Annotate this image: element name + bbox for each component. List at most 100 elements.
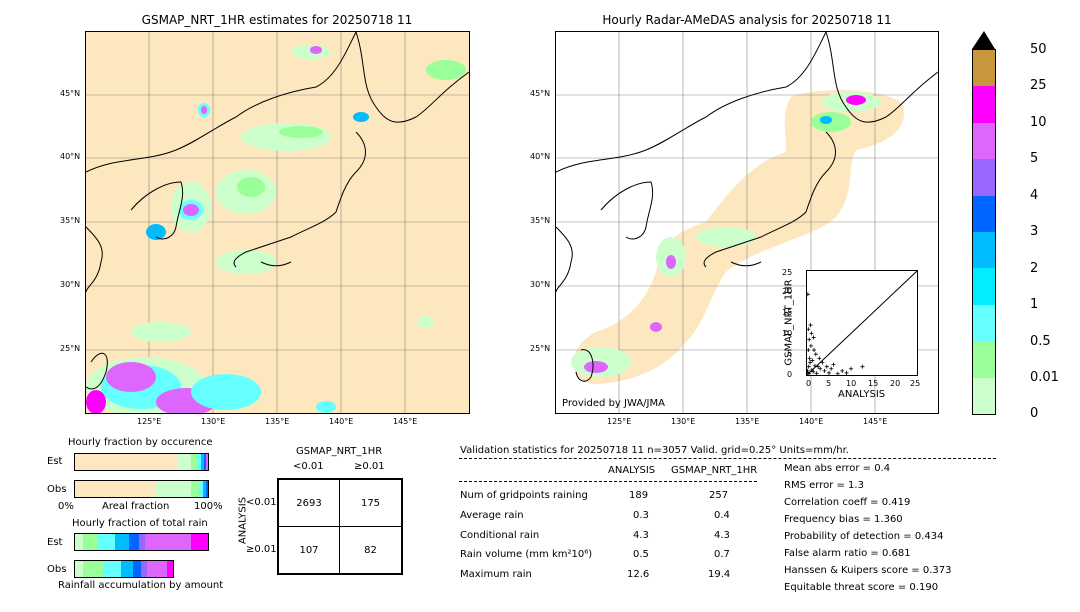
occ-axis-mid: Areal fraction (102, 501, 170, 512)
scatter-point (809, 331, 814, 336)
total-title: Hourly fraction of total rain (72, 518, 208, 529)
map2-lon-125: 125°E (607, 417, 632, 426)
header-divider (459, 458, 996, 459)
total-est-bar (74, 533, 209, 551)
scatter-point (807, 292, 810, 297)
scatter-point (822, 368, 827, 373)
data-credit: Provided by JWA/JMA (562, 398, 665, 409)
scatter-ytick-0: 0 (787, 370, 793, 379)
occ-est-bar (74, 453, 209, 471)
cont-side-label: ANALYSIS (237, 496, 249, 545)
scatter-ytick-25: 25 (782, 268, 793, 277)
score-2: Correlation coeff = 0.419 (784, 497, 911, 508)
scatter-point (849, 366, 853, 371)
colorbar-segment (973, 50, 995, 87)
stat-gsmap-1: 0.4 (714, 510, 730, 521)
scatter-point (829, 366, 834, 371)
colorbar-segment (973, 122, 995, 160)
cont-cell-ny: 175 (339, 479, 402, 527)
scatter-point (811, 335, 816, 340)
map2-lon-135: 135°E (735, 417, 760, 426)
occ-obs-bar (74, 480, 209, 498)
map1-lon-125: 125°E (137, 417, 162, 426)
cb-label-4: 4 (1030, 188, 1039, 203)
map1-lat-35: 35°N (60, 216, 81, 225)
gsmap-map (85, 31, 470, 414)
scatter-point (844, 370, 849, 375)
scatter-ytick-20: 20 (782, 287, 793, 296)
scatter-ytick-10: 10 (782, 329, 793, 338)
map2-lat-40: 40°N (530, 152, 551, 161)
stat-analysis-4: 12.6 (627, 569, 650, 580)
cont-cell-yy: 82 (339, 526, 402, 574)
cb-label-0-5: 0.5 (1030, 334, 1051, 349)
scatter-point (835, 371, 840, 375)
map1-lat-30: 30°N (60, 280, 81, 289)
occ-est-label: Est (47, 456, 63, 467)
col-gsmap: GSMAP_NRT_1HR (671, 465, 758, 476)
stat-label-3: Rain volume (mm km²10⁶) (460, 549, 593, 560)
score-7: Equitable threat score = 0.190 (784, 582, 939, 593)
colorbar-segment (973, 159, 995, 196)
cont-row2: ≥0.01 (246, 544, 277, 555)
scatter-point (820, 360, 825, 365)
stat-analysis-2: 4.3 (633, 530, 649, 541)
colorbar-segment (973, 268, 995, 305)
map2-lon-140: 140°E (799, 417, 824, 426)
scatter-point (818, 366, 823, 371)
total-footer: Rainfall accumulation by amount (58, 580, 224, 591)
scatter-point (812, 363, 817, 368)
map1-lon-145: 145°E (393, 417, 418, 426)
cb-label-2: 2 (1030, 261, 1039, 276)
stat-gsmap-2: 4.3 (714, 530, 730, 541)
stat-analysis-0: 189 (629, 490, 649, 501)
scatter-point (860, 364, 865, 369)
stat-gsmap-4: 19.4 (708, 569, 731, 580)
score-4: Probability of detection = 0.434 (784, 531, 944, 542)
cb-label-3: 3 (1030, 224, 1039, 239)
score-1: RMS error = 1.3 (784, 480, 864, 491)
scatter-point (807, 356, 812, 361)
scatter-point (808, 323, 813, 328)
total-est-label: Est (47, 537, 63, 548)
scatter-point (840, 368, 845, 373)
colorbar-segment (973, 86, 995, 123)
scatter-point (827, 370, 831, 375)
map1-lon-135: 135°E (265, 417, 290, 426)
scatter-xlabel: ANALYSIS (838, 389, 886, 400)
scatter-point (807, 364, 811, 369)
score-0: Mean abs error = 0.4 (784, 463, 891, 474)
scatter-point (814, 371, 819, 375)
scatter-ylabel: GSMAP_NRT_1HR (783, 279, 795, 366)
map2-lat-30: 30°N (530, 280, 551, 289)
map1-lat-40: 40°N (60, 152, 81, 161)
scatter-point (812, 348, 817, 353)
map2-title: Hourly Radar-AMeDAS analysis for 2025071… (602, 13, 892, 27)
stat-analysis-3: 0.5 (633, 549, 649, 560)
cont-col2: ≥0.01 (354, 461, 385, 472)
col-analysis: ANALYSIS (608, 465, 656, 476)
cont-col1: <0.01 (293, 461, 324, 472)
cb-label-0-01: 0.01 (1030, 370, 1059, 385)
colorbar-segment (973, 341, 995, 378)
map1-lat-45: 45°N (60, 89, 81, 98)
stat-label-4: Maximum rain (460, 569, 532, 580)
scatter-xtick-5: 5 (826, 379, 832, 388)
cb-label-0: 0 (1030, 406, 1039, 421)
colorbar-segment (973, 377, 995, 415)
map2-lon-145: 145°E (863, 417, 888, 426)
colorbar-segment (973, 195, 995, 233)
total-obs-label: Obs (47, 564, 67, 575)
map2-lat-35: 35°N (530, 216, 551, 225)
cb-label-1: 1 (1030, 297, 1039, 312)
scatter-xtick-15: 15 (868, 379, 879, 388)
stat-label-2: Conditional rain (460, 530, 540, 541)
occ-axis-left: 0% (58, 501, 74, 512)
contingency-title: GSMAP_NRT_1HR (296, 446, 383, 457)
score-3: Frequency bias = 1.360 (784, 514, 903, 525)
scatter-xtick-10: 10 (846, 379, 857, 388)
scatter-point (831, 362, 836, 367)
colorbar-arrow-icon (972, 31, 995, 49)
cb-label-5: 5 (1030, 151, 1039, 166)
occurrence-title: Hourly fraction by occurence (68, 437, 213, 448)
